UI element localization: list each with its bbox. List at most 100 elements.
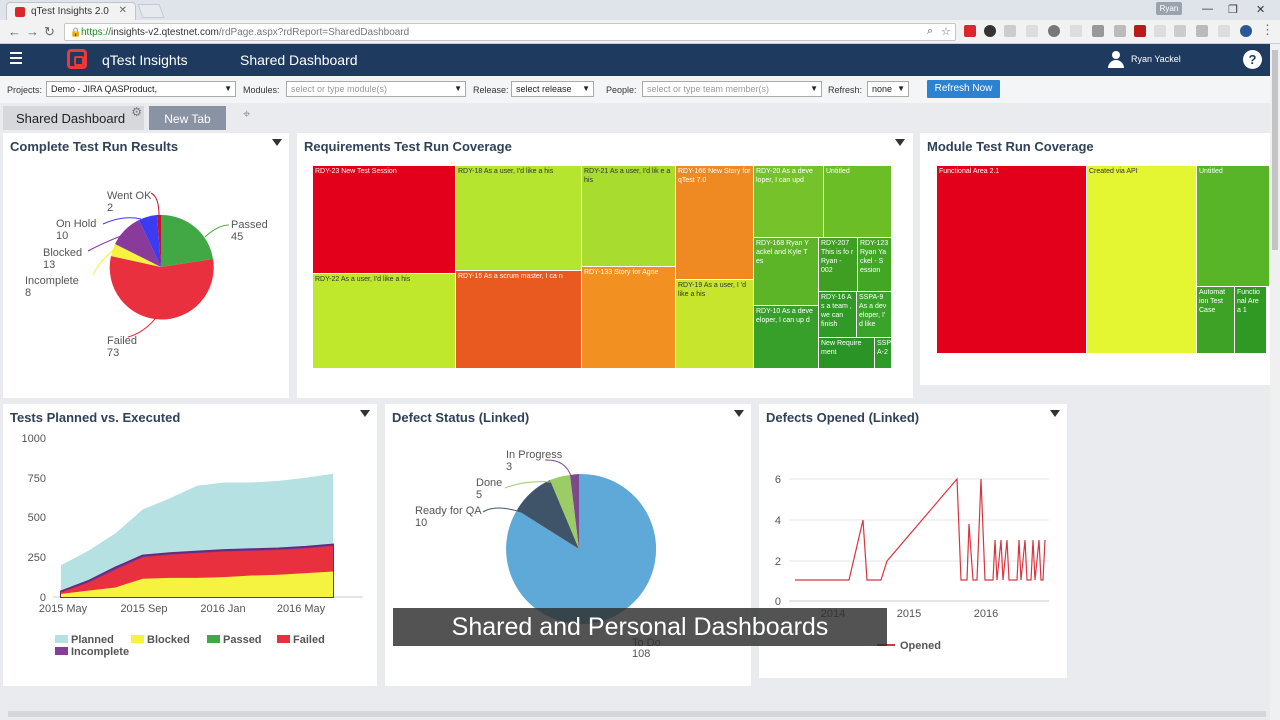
treemap-cell[interactable]: Created via API [1087,166,1197,354]
extension-key-icon[interactable] [1174,25,1186,37]
treemap-cell[interactable]: RDY-22 As a user, I'd like a his [313,274,456,369]
bookmark-star-icon[interactable]: ☆ [941,26,951,38]
horizontal-scrollbar[interactable] [0,698,1270,720]
extension-dark-icon[interactable] [984,25,996,37]
forward-icon[interactable]: → [26,24,39,39]
treemap-cell[interactable]: New Require ment [819,338,875,369]
release-select[interactable]: select release ▼ [511,81,594,97]
treemap-cell[interactable]: RDY-123 Ryan Ya ckel - S ession [858,238,892,292]
extension-frame-icon[interactable] [1070,25,1082,37]
panel-menu-icon[interactable] [1050,410,1060,417]
pie-value-to-do: 108 [632,648,650,660]
panel-menu-icon[interactable] [734,410,744,417]
pie-slice-went-ok [157,214,161,267]
tab-shared-dashboard[interactable]: Shared Dashboard ⚙ [3,105,144,130]
treemap-cell[interactable]: Functio nal Are a 1 [1235,287,1267,354]
treemap-cell[interactable]: RDY-10 As a deve eloper, I can up d [754,306,819,369]
treemap-cell[interactable]: RDY-19 As a user, I 'd like a his [676,280,754,369]
defects-opened-line-chart: 6 4 2 0 2014 2015 2016 Opened [775,474,1049,652]
extension-gear-icon[interactable] [1004,25,1016,37]
treemap-cell[interactable]: RDY-207 This is fo r Ryan - 002 [819,238,858,292]
y-tick-label: 0 [775,596,781,608]
gear-icon[interactable]: ⚙ [131,105,142,119]
treemap-cell[interactable]: RDY-133 Story for Agne [582,267,676,369]
pie-label-passed: Passed [231,219,268,231]
treemap-cell[interactable]: RDY-21 As a user, I'd lik e a his [582,166,676,267]
panel-title: Tests Planned vs. Executed [10,410,181,425]
legend-label-failed: Failed [293,634,325,646]
refresh-select[interactable]: none ▼ [867,81,909,97]
modules-select[interactable]: select or type module(s) ▼ [286,81,466,97]
refresh-now-button[interactable]: Refresh Now [927,80,1000,98]
vertical-scrollbar[interactable] [1270,44,1280,720]
treemap-cell[interactable]: SSP A-2 [875,338,892,369]
treemap-cell[interactable]: RDY-168 Ryan Y ackel and Kyle T es [754,238,819,306]
extension-camera-icon[interactable] [1154,25,1166,37]
extension-image-icon[interactable] [1092,25,1104,37]
panel-menu-icon[interactable] [360,410,370,417]
qtest-logo-icon [67,49,87,69]
x-tick-label: 2016 May [277,603,326,615]
dropdown-arrow-icon: ▼ [810,84,818,93]
people-select[interactable]: select or type team member(s) ▼ [642,81,822,97]
treemap-cell[interactable]: RDY-15 As a scrum master, I ca n [456,271,582,369]
legend-label-passed: Passed [223,634,262,646]
new-tab-button[interactable] [137,4,165,18]
hamburger-menu-icon[interactable] [10,52,22,64]
extension-circle-icon[interactable] [1048,25,1060,37]
tab-shared-dashboard-label: Shared Dashboard [16,111,126,126]
scrollbar-thumb[interactable] [1272,50,1278,250]
treemap-cell[interactable]: RDY-166 New Story for qTest 7.0 [676,166,754,280]
zoom-icon[interactable]: ⌕ [927,25,934,37]
leader-line-failed [127,318,156,338]
treemap-cell[interactable]: RDY-23 New Test Session [313,166,456,274]
leader-line-on-hold [102,217,142,225]
user-avatar-icon[interactable] [1107,51,1125,69]
maximize-icon[interactable]: ❐ [1228,4,1238,16]
add-widget-icon[interactable]: ⌖ [243,106,251,121]
panel-menu-icon[interactable] [895,139,905,146]
app-header: qTest Insights Shared Dashboard Ryan Yac… [0,44,1280,76]
help-icon[interactable]: ? [1243,50,1262,69]
close-window-icon[interactable]: ✕ [1256,4,1266,16]
pie-label-in-progress: In Progress [506,449,563,461]
projects-select[interactable]: Demo - JIRA QASProduct, ▼ [46,81,236,97]
tab-new-tab[interactable]: New Tab [149,106,226,130]
leader-line-passed [204,224,230,238]
extension-doc-icon[interactable] [1114,25,1126,37]
minimize-icon[interactable]: — [1202,3,1213,15]
treemap-cell[interactable]: Functional Area 2.1 [937,166,1087,354]
extension-pdf-icon[interactable] [1134,25,1146,37]
browser-tab[interactable]: qTest Insights 2.0 ✕ [6,2,136,20]
panel-menu-icon[interactable] [272,139,282,146]
extension-cast-icon[interactable] [1218,25,1230,37]
treemap-cell[interactable]: SSPA-9 As a dev eloper, I' d like [857,292,892,338]
treemap-cell[interactable]: RDY-16 A s a team , we can finish [819,292,857,338]
treemap-cell[interactable]: RDY-20 As a deve loper, I can upd [754,166,824,238]
reload-icon[interactable]: ↻ [44,24,55,39]
extension-box-icon[interactable] [1026,25,1038,37]
tests-planned-area-chart: 1000 750 500 250 0 2015 May 2015 Sep 201… [22,433,363,658]
pie-label-went-ok: Went OK [107,190,152,202]
treemap-cell[interactable]: Untitled [1197,166,1270,287]
leader-line-blocked [87,235,122,252]
extension-info-icon[interactable] [1240,25,1252,37]
modules-placeholder: select or type module(s) [291,84,388,94]
panel-title: Defect Status (Linked) [392,410,530,425]
extension-qtest-icon[interactable] [964,25,976,37]
treemap-cell[interactable]: Automat ion Test Case [1197,287,1235,354]
scrollbar-track[interactable] [8,711,1266,717]
user-name[interactable]: Ryan Yackel [1131,54,1181,64]
pie-label-incomplete: Incomplete [25,275,79,287]
extension-sync-icon[interactable] [1196,25,1208,37]
pie-slice-on-hold [139,215,161,267]
menu-icon[interactable]: ⋮ [1261,22,1274,37]
url-field[interactable]: 🔒 https://insights-v2.qtestnet.com/rdPag… [64,23,956,41]
treemap-cell[interactable]: Untitled [824,166,892,238]
back-icon[interactable]: ← [8,24,21,39]
treemap-cell[interactable]: RDY-18 As a user, I'd like a his [456,166,582,271]
close-tab-icon[interactable]: ✕ [118,5,127,16]
qtest-favicon-icon [15,7,25,17]
browser-tab-bar: qTest Insights 2.0 ✕ Ryan — ❐ ✕ [0,0,1280,20]
profile-badge[interactable]: Ryan [1156,2,1182,15]
